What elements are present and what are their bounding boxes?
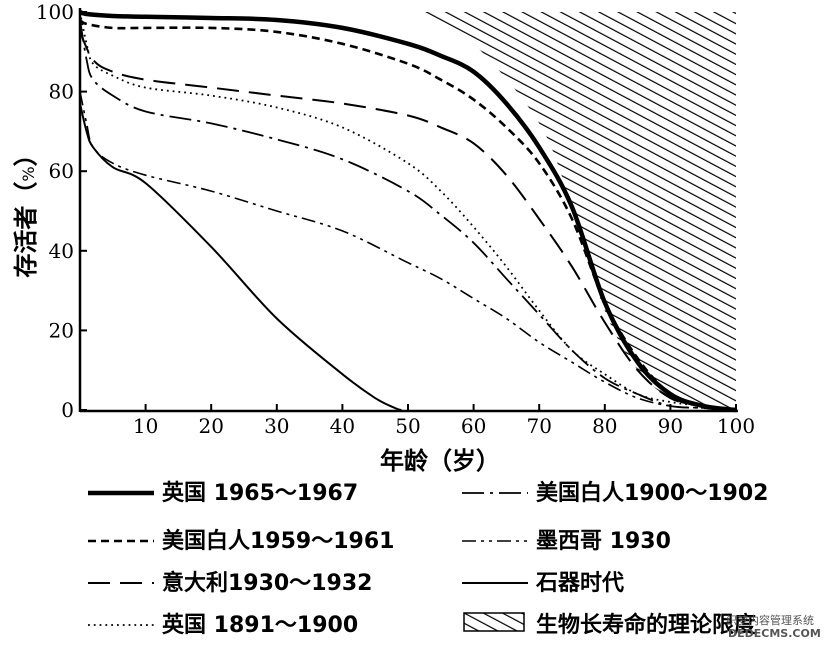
legend-item-5: 美国白人1900～1902 xyxy=(462,480,768,506)
x-tick-label: 10 xyxy=(133,414,158,438)
theoretical-limit-region xyxy=(421,12,736,410)
legend-swatch-hatch xyxy=(463,612,525,632)
x-axis-title: 年龄（岁） xyxy=(380,447,500,475)
tick-layer: 10 20 30 40 50 60 70 80 90 100 0 20 40 60 80 100 xyxy=(36,0,755,438)
x-tick-label: 20 xyxy=(198,414,223,438)
x-tick-label: 40 xyxy=(330,414,355,438)
y-tick-label: 80 xyxy=(49,80,74,104)
legend-item-6: 墨西哥 1930 xyxy=(462,529,671,554)
x-tick-label: 60 xyxy=(461,414,486,438)
svg-text:存活者（%）: 存活者（%） xyxy=(12,142,40,277)
legend-label: 意大利1930～1932 xyxy=(162,570,372,596)
legend-label: 生物长寿命的理论限度 xyxy=(536,612,757,638)
x-tick-label: 70 xyxy=(526,414,551,438)
legend-item-theoretical-limit: 生物长寿命的理论限度 xyxy=(463,612,757,638)
legend-label: 墨西哥 1930 xyxy=(536,529,671,554)
legend-item-3: 意大利1930～1932 xyxy=(88,570,372,596)
y-axis-title: 存活者（%） xyxy=(12,142,40,277)
y-axis-title-main: 存活者 xyxy=(12,206,40,278)
y-tick-label: 100 xyxy=(36,0,74,24)
y-axis-title-close: ） xyxy=(12,142,40,166)
series-line-4 xyxy=(79,11,737,411)
y-axis-title-unit: % xyxy=(19,166,38,181)
x-tick-label: 30 xyxy=(264,414,289,438)
series-line-2 xyxy=(79,18,737,412)
legend-label: 英国 1891～1900 xyxy=(162,613,358,638)
series-line-5 xyxy=(79,19,737,411)
legend-label: 石器时代 xyxy=(535,571,624,596)
legend: 英国 1965～1967 美国白人1900～1902 美国白人1959～1961 墨西… xyxy=(88,480,768,638)
x-tick-label: 90 xyxy=(658,414,683,438)
y-tick-label: 60 xyxy=(49,159,74,183)
x-tick-label: 80 xyxy=(592,414,617,438)
y-tick-label: 0 xyxy=(61,398,74,422)
series-line-3 xyxy=(79,31,737,411)
series-line-6 xyxy=(79,91,737,411)
series-line-7 xyxy=(79,103,402,411)
series-line-1 xyxy=(79,9,737,413)
theoretical-limit-region-layer xyxy=(421,12,736,410)
y-axis-title-open: （ xyxy=(12,182,40,206)
watermark-line-1: 织梦内容管理系统 xyxy=(726,613,814,627)
legend-label: 美国白人1959～1961 xyxy=(162,528,394,554)
legend-item-7: 石器时代 xyxy=(462,571,624,596)
x-tick-label: 50 xyxy=(395,414,420,438)
series-layer xyxy=(79,9,737,413)
watermark-line-2: DEDECMS.COM xyxy=(728,627,821,640)
legend-item-1: 英国 1965～1967 xyxy=(88,481,358,506)
legend-item-4: 英国 1891～1900 xyxy=(88,613,358,638)
legend-item-2: 美国白人1959～1961 xyxy=(88,528,394,554)
legend-label: 美国白人1900～1902 xyxy=(536,480,768,506)
y-tick-label: 40 xyxy=(49,239,74,263)
x-tick-label: 100 xyxy=(717,414,755,438)
y-tick-label: 20 xyxy=(49,318,74,342)
legend-label: 英国 1965～1967 xyxy=(162,481,358,506)
